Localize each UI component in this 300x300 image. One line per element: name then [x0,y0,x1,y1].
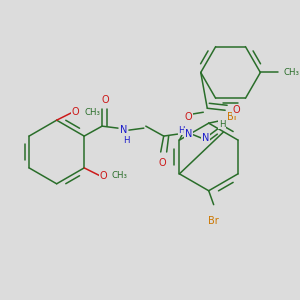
Text: N: N [120,125,128,135]
Text: CH₃: CH₃ [283,68,299,77]
Text: O: O [72,107,79,117]
Text: O: O [159,158,166,168]
Text: Br: Br [227,112,238,122]
Text: H: H [219,120,226,129]
Text: H: H [178,126,185,135]
Text: Br: Br [208,216,219,226]
Text: O: O [99,171,107,181]
Text: O: O [101,95,109,105]
Text: O: O [184,112,192,122]
Text: CH₃: CH₃ [112,171,128,180]
Text: H: H [123,136,129,145]
Text: O: O [232,105,240,115]
Text: N: N [185,129,192,139]
Text: N: N [202,133,209,143]
Text: CH₃: CH₃ [84,108,101,117]
